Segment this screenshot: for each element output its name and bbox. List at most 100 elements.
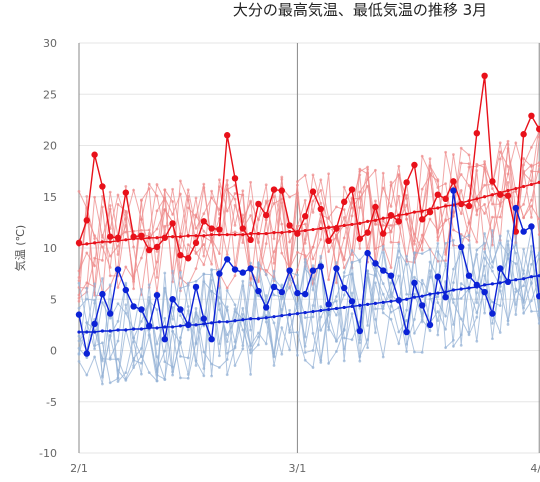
low-point bbox=[426, 321, 434, 329]
high-point bbox=[450, 178, 457, 185]
high-point bbox=[395, 218, 403, 225]
low-normal-point bbox=[327, 307, 331, 312]
low-point bbox=[294, 289, 301, 297]
high-normal-point bbox=[412, 210, 417, 214]
high-point bbox=[239, 225, 247, 232]
high-point bbox=[333, 225, 340, 232]
low-point bbox=[348, 298, 356, 305]
high-normal-point bbox=[475, 197, 479, 201]
series-lines bbox=[75, 72, 540, 357]
high-point bbox=[372, 203, 379, 211]
high-normal-point bbox=[319, 226, 323, 231]
low-normal-point bbox=[522, 277, 526, 281]
low-normal-point bbox=[381, 300, 385, 304]
low-normal-point bbox=[412, 295, 417, 299]
y-axis-label: 気温 (℃) bbox=[13, 225, 27, 271]
low-point bbox=[333, 265, 340, 272]
low-normal-point bbox=[93, 330, 97, 334]
high-normal-point bbox=[272, 231, 276, 235]
low-normal-point bbox=[163, 325, 167, 329]
high-normal-point bbox=[280, 231, 284, 235]
low-point bbox=[317, 263, 325, 270]
low-normal-point bbox=[467, 286, 471, 290]
high-normal-point bbox=[147, 236, 151, 240]
high-normal-point bbox=[436, 206, 440, 210]
low-point bbox=[255, 287, 262, 295]
high-point bbox=[426, 208, 434, 216]
low-point bbox=[489, 310, 496, 317]
high-normal-point bbox=[124, 238, 128, 242]
high-point bbox=[231, 175, 239, 182]
low-normal-point bbox=[342, 305, 346, 310]
past-high-line bbox=[78, 142, 540, 297]
low-point bbox=[83, 350, 91, 357]
low-normal-point bbox=[178, 324, 183, 328]
low-point bbox=[497, 265, 504, 272]
low-normal-point bbox=[483, 283, 487, 287]
low-point bbox=[309, 267, 317, 274]
low-point bbox=[146, 322, 153, 330]
high-normal-point bbox=[373, 218, 378, 222]
past-years-lines bbox=[77, 124, 540, 386]
low-point bbox=[185, 321, 192, 329]
low-point bbox=[481, 288, 488, 296]
past-low-point bbox=[77, 281, 81, 285]
low-normal-point bbox=[529, 275, 534, 279]
high-point bbox=[216, 226, 223, 233]
low-normal-point bbox=[249, 317, 253, 321]
low-point bbox=[138, 306, 145, 313]
low-normal-point bbox=[334, 306, 339, 311]
low-normal-point bbox=[100, 329, 105, 333]
high-normal-point bbox=[342, 223, 346, 228]
high-point bbox=[356, 235, 364, 242]
low-point bbox=[270, 283, 278, 291]
high-normal-point bbox=[366, 219, 370, 223]
low-normal-point bbox=[241, 318, 245, 322]
low-normal-point bbox=[459, 287, 463, 291]
low-normal-point bbox=[405, 297, 409, 301]
past-low-point bbox=[459, 343, 463, 347]
low-point bbox=[169, 296, 176, 303]
y-tick-label: 5 bbox=[50, 293, 57, 306]
high-point bbox=[520, 131, 527, 138]
low-point bbox=[341, 284, 348, 292]
low-normal-point bbox=[311, 309, 315, 314]
low-point bbox=[442, 294, 449, 301]
high-normal-point bbox=[217, 233, 222, 237]
high-point bbox=[458, 200, 465, 208]
past-high-line bbox=[78, 162, 540, 296]
low-point bbox=[122, 286, 130, 294]
high-normal-point bbox=[514, 186, 518, 191]
low-point bbox=[208, 336, 215, 343]
high-point bbox=[434, 191, 442, 198]
low-point bbox=[504, 278, 512, 286]
y-tick-label: -5 bbox=[46, 396, 57, 409]
low-point bbox=[364, 249, 371, 257]
high-point bbox=[130, 233, 137, 240]
low-point bbox=[192, 283, 200, 291]
low-normal-point bbox=[272, 315, 276, 319]
high-point bbox=[114, 234, 122, 241]
y-tick-label: 20 bbox=[43, 140, 57, 153]
low-point bbox=[450, 187, 457, 194]
low-point bbox=[130, 303, 137, 310]
high-point bbox=[473, 130, 481, 137]
high-point bbox=[75, 239, 83, 247]
low-point bbox=[458, 243, 465, 251]
high-point bbox=[403, 179, 410, 186]
high-normal-point bbox=[210, 233, 214, 237]
high-point bbox=[146, 246, 153, 254]
past-high-line bbox=[78, 144, 540, 292]
high-normal-point bbox=[303, 228, 307, 233]
high-point bbox=[286, 222, 293, 229]
high-point bbox=[91, 151, 98, 158]
high-normal-point bbox=[171, 235, 175, 239]
high-normal-point bbox=[186, 234, 190, 238]
low-point bbox=[395, 297, 403, 304]
high-normal-point bbox=[358, 221, 362, 225]
y-tick-label: 25 bbox=[43, 88, 57, 101]
low-point bbox=[91, 320, 98, 328]
low-normal-point bbox=[139, 327, 144, 331]
y-tick-label: 30 bbox=[43, 37, 57, 50]
low-point bbox=[434, 273, 442, 280]
